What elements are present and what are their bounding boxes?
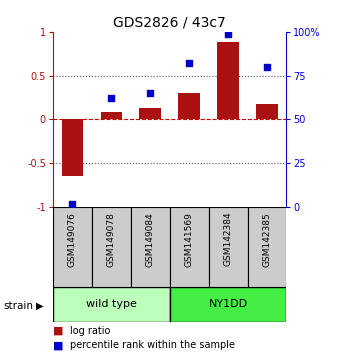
Text: GSM149078: GSM149078: [107, 212, 116, 267]
Text: GSM142385: GSM142385: [263, 212, 271, 267]
Bar: [101, 113, 122, 120]
Text: wild type: wild type: [86, 299, 137, 309]
Text: GSM142384: GSM142384: [224, 212, 233, 267]
Text: percentile rank within the sample: percentile rank within the sample: [70, 340, 235, 350]
Bar: [131, 207, 170, 287]
Bar: [170, 207, 209, 287]
Point: [70, 201, 75, 206]
Bar: [92, 207, 131, 287]
Point: [147, 90, 153, 96]
Point: [108, 96, 114, 101]
Point: [225, 31, 231, 36]
Text: GSM149076: GSM149076: [68, 212, 77, 267]
Bar: [170, 287, 286, 322]
Bar: [248, 207, 286, 287]
Bar: [53, 207, 92, 287]
Bar: [53, 287, 170, 322]
Text: GSM149084: GSM149084: [146, 212, 155, 267]
Bar: [256, 104, 278, 120]
Bar: [217, 42, 239, 120]
Bar: [209, 207, 248, 287]
Text: strain: strain: [3, 301, 33, 311]
Text: ▶: ▶: [36, 301, 43, 311]
Bar: [178, 93, 200, 120]
Text: ■: ■: [53, 326, 63, 336]
Text: GSM141569: GSM141569: [184, 212, 194, 267]
Bar: [62, 120, 83, 176]
Text: ■: ■: [53, 340, 63, 350]
Title: GDS2826 / 43c7: GDS2826 / 43c7: [113, 15, 226, 29]
Text: log ratio: log ratio: [70, 326, 110, 336]
Bar: [139, 108, 161, 120]
Point: [264, 64, 270, 70]
Point: [187, 61, 192, 66]
Text: NY1DD: NY1DD: [208, 299, 248, 309]
